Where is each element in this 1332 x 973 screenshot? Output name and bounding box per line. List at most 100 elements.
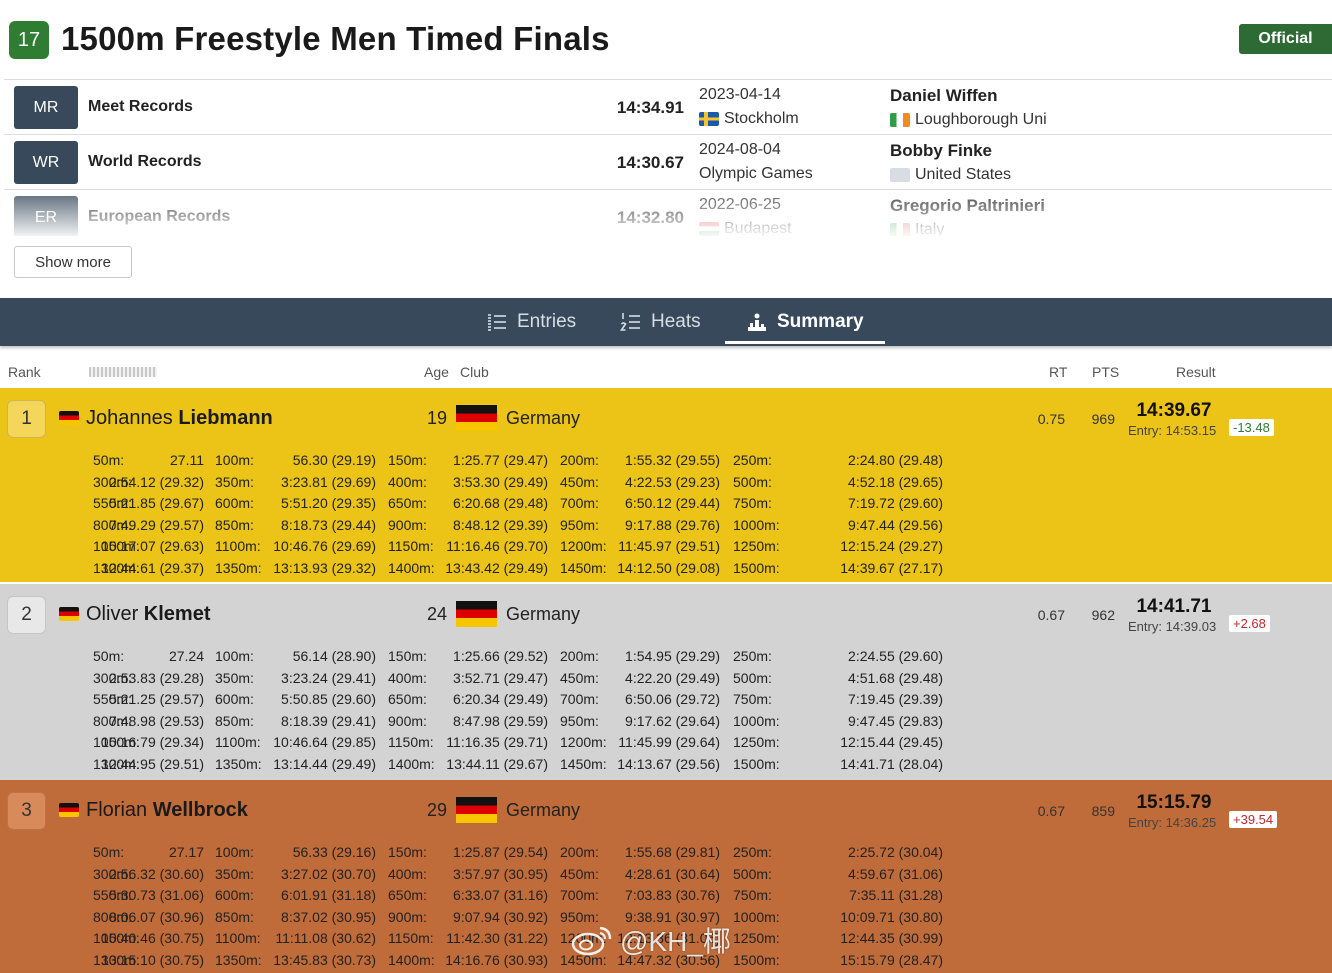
column-header-result[interactable]: Result	[1176, 364, 1216, 380]
split-time: 10:46.64 (29.85)	[273, 734, 376, 751]
split-time: 5:50.85 (29.60)	[281, 691, 376, 708]
splits-line: 800m: 8:06.07 (30.96) 850m: 8:37.02 (30.95)…	[0, 907, 960, 929]
points: 859	[1091, 803, 1115, 819]
record-code-badge: WR	[14, 141, 78, 184]
split-distance: 1450m:	[560, 755, 607, 772]
result-row[interactable]: 2 Oliver Klemet 24 Germany 0.67 962 14:41.71 En…	[0, 584, 1332, 780]
tab-summary-label: Summary	[777, 311, 864, 332]
column-header-club[interactable]: Club	[460, 364, 489, 380]
active-tab-indicator	[725, 341, 885, 344]
split-time: 6:20.34 (29.49)	[453, 691, 548, 708]
record-row-world: WR World Records 14:30.67 2024-08-04 Oly…	[4, 135, 1332, 190]
sweden-flag-icon	[699, 112, 719, 126]
record-row-meet: MR Meet Records 14:34.91 2023-04-14 Stoc…	[4, 80, 1332, 135]
split-distance: 250m:	[733, 844, 772, 860]
splits-line: 1300m: 13:15.10 (30.75) 1350m: 13:45.83 (30…	[0, 950, 960, 972]
result-row[interactable]: 1 Johannes Liebmann 19 Germany 0.75 969 14:39.…	[0, 388, 1332, 582]
split-time: 1:25.77 (29.47)	[453, 452, 548, 468]
points: 962	[1091, 607, 1115, 623]
splits-line: 1050m: 10:16.79 (29.34) 1100m: 10:46.64 (29…	[0, 732, 960, 754]
swimmer-age: 29	[426, 800, 447, 820]
split-distance: 850m:	[215, 516, 254, 533]
swimmer-name[interactable]: Florian Wellbrock	[86, 799, 248, 822]
entry-time: Entry: 14:36.25	[1128, 815, 1217, 830]
splits-line: 1050m: 10:17.07 (29.63) 1100m: 10:46.76 (29…	[0, 536, 960, 558]
split-time: 4:28.61 (30.64)	[625, 865, 720, 882]
swimmer-name[interactable]: Johannes Liebmann	[86, 407, 273, 430]
swimmer-last-name: Wellbrock	[152, 799, 248, 821]
split-distance: 1500m:	[733, 559, 780, 576]
split-distance: 500m:	[733, 473, 772, 490]
tab-heats[interactable]: Heats	[620, 298, 701, 346]
split-distance: 450m:	[560, 669, 599, 686]
split-distance: 600m:	[215, 495, 254, 512]
split-time: 12:13.36 (31.06)	[617, 930, 720, 947]
split-time: 7:19.72 (29.60)	[848, 495, 943, 512]
record-club: Loughborough Uni	[890, 111, 1047, 129]
record-place: Stockholm	[699, 110, 799, 128]
record-row-european: ER European Records 14:32.80 2022-06-25 …	[4, 190, 1332, 236]
split-distance: 700m:	[560, 887, 599, 904]
split-time: 5:21.25 (29.57)	[109, 691, 204, 708]
split-time: 10:17.07 (29.63)	[101, 538, 204, 555]
split-distance: 400m:	[388, 473, 427, 490]
split-time: 8:47.98 (29.59)	[453, 712, 548, 729]
split-distance: 800m:	[93, 516, 132, 533]
split-time: 15:15.79 (28.47)	[840, 951, 943, 968]
split-time: 8:48.12 (29.39)	[453, 516, 548, 533]
column-header-rt[interactable]: RT	[1049, 364, 1068, 380]
split-time: 13:14.44 (29.49)	[273, 755, 376, 772]
split-distance: 800m:	[93, 908, 132, 925]
split-time: 1:55.32 (29.55)	[625, 452, 720, 468]
split-distance: 800m:	[93, 712, 132, 729]
column-header-rank[interactable]: Rank	[8, 364, 41, 380]
show-more-button[interactable]: Show more	[14, 246, 132, 278]
split-distance: 550m:	[93, 887, 132, 904]
split-time: 6:01.91 (31.18)	[281, 887, 376, 904]
column-header-pts[interactable]: PTS	[1092, 364, 1120, 380]
split-time: 11:16.35 (29.71)	[446, 734, 548, 751]
record-club-label: Loughborough Uni	[915, 111, 1047, 128]
tab-summary[interactable]: Summary	[746, 298, 864, 346]
record-name: Meet Records	[88, 98, 193, 115]
split-time: 1:55.68 (29.81)	[625, 844, 720, 860]
split-distance: 750m:	[733, 887, 772, 904]
record-name: World Records	[88, 153, 202, 170]
germany-flag-icon	[59, 411, 79, 425]
swimmer-name[interactable]: Oliver Klemet	[86, 603, 211, 626]
split-distance: 1250m:	[733, 538, 780, 555]
split-distance: 450m:	[560, 473, 599, 490]
splits-line: 300m: 2:56.32 (30.60) 350m: 3:27.02 (30.70)…	[0, 864, 960, 886]
split-time: 12:44.95 (29.51)	[101, 755, 204, 772]
split-time: 13:15.10 (30.75)	[101, 951, 204, 968]
split-time: 13:13.93 (29.32)	[273, 559, 376, 576]
split-distance: 100m:	[215, 648, 254, 664]
splits-line: 50m: 27.11 100m: 56.30 (29.19) 150m: 1:25.77 …	[0, 450, 960, 472]
time-difference-badge: -13.48	[1229, 419, 1274, 436]
split-distance: 400m:	[388, 669, 427, 686]
split-distance: 1400m:	[388, 951, 435, 968]
final-time: 14:41.71	[1136, 596, 1212, 617]
split-distance: 600m:	[215, 691, 254, 708]
splits-line: 50m: 27.17 100m: 56.33 (29.16) 150m: 1:25.87 …	[0, 842, 960, 864]
column-header-age[interactable]: Age	[424, 364, 449, 380]
split-time: 3:27.02 (30.70)	[281, 865, 376, 882]
swimmer-last-name: Klemet	[143, 603, 211, 625]
splits-line: 550m: 5:21.25 (29.57) 600m: 5:50.85 (29.60)…	[0, 689, 960, 711]
result-row[interactable]: 3 Florian Wellbrock 29 Germany 0.67 859 15:15.…	[0, 780, 1332, 973]
germany-flag-icon	[456, 601, 497, 627]
record-time: 14:30.67	[616, 153, 684, 172]
split-time: 56.14 (28.90)	[292, 648, 376, 664]
record-time: 14:34.91	[616, 98, 684, 117]
tab-entries[interactable]: Entries	[486, 298, 576, 346]
split-distance: 350m:	[215, 865, 254, 882]
split-time: 12:15.24 (29.27)	[840, 538, 943, 555]
split-distance: 1350m:	[215, 951, 262, 968]
split-time: 13:43.42 (29.49)	[445, 559, 548, 576]
split-distance: 1050m:	[93, 734, 140, 751]
split-time: 6:33.07 (31.16)	[453, 887, 548, 904]
splits-line: 550m: 5:30.73 (31.06) 600m: 6:01.91 (31.18)…	[0, 885, 960, 907]
weibo-logo-icon	[571, 926, 612, 956]
split-time: 9:17.62 (29.64)	[625, 712, 720, 729]
split-time: 13:44.11 (29.67)	[446, 755, 548, 772]
